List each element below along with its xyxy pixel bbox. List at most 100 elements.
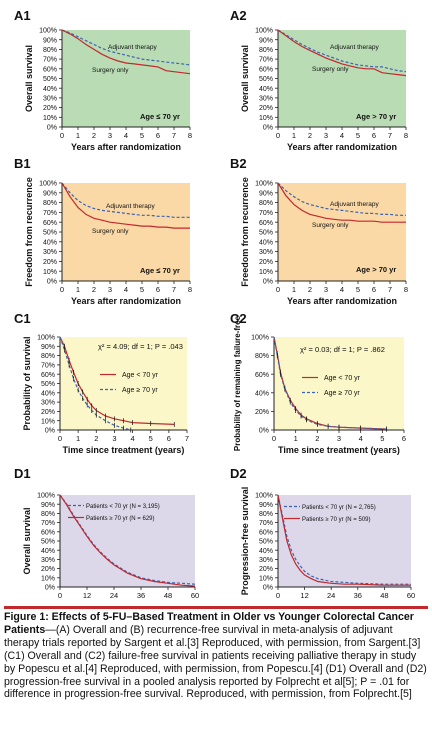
legend-label: Patients < 70 yr (N = 3,195) (86, 504, 160, 510)
y-axis-label: Freedom from recurrence (240, 177, 250, 287)
y-tick-label: 100% (39, 28, 57, 35)
x-tick-label: 6 (156, 131, 160, 140)
chart-panel-d2: D2 0% 10% 20% 30% 40% 50% 60% 70% 80% 90% 100% 0 12 24… (216, 460, 432, 612)
chart-panel-b2: B2 0% 10% 20% 30% 40% 50% 60% 70% 80% 90% 100% 0 1 2 3 4… (216, 150, 432, 306)
y-tick-label: 80% (259, 511, 273, 518)
x-tick-label: 7 (172, 131, 176, 140)
plot-background (278, 495, 411, 587)
series-label: Adjuvant therapy (106, 203, 156, 210)
x-tick-label: 2 (94, 434, 98, 443)
chart-svg: B2 0% 10% 20% 30% 40% 50% 60% 70% 80% 90% 100% 0 1 2 3 4… (230, 156, 408, 306)
panel-label: D1 (14, 466, 31, 481)
annotation: Age > 70 yr (356, 112, 396, 121)
y-tick-label: 50% (43, 230, 57, 237)
y-tick-label: 30% (43, 96, 57, 103)
y-tick-label: 90% (259, 190, 273, 197)
y-tick-label: 50% (259, 76, 273, 83)
x-tick-label: 3 (324, 131, 328, 140)
x-tick-label: 24 (110, 591, 118, 600)
y-tick-label: 40% (43, 239, 57, 246)
y-tick-label: 30% (259, 96, 273, 103)
y-tick-label: 100% (255, 28, 273, 35)
chart-svg: C1 0% 10% 20% 30% 40% 50% 60% 70% 80% 90% 100% 0 1 2 3 4… (14, 311, 189, 455)
x-tick-label: 3 (337, 434, 341, 443)
y-tick-label: 10% (41, 575, 55, 582)
y-axis-label: Overall survival (22, 507, 32, 574)
y-tick-label: 0% (45, 428, 55, 435)
y-tick-label: 70% (259, 210, 273, 217)
y-tick-label: 90% (43, 190, 57, 197)
x-tick-label: 0 (272, 434, 276, 443)
x-tick-label: 6 (402, 434, 406, 443)
legend-label: Age < 70 yr (324, 375, 361, 382)
x-tick-label: 3 (324, 285, 328, 294)
y-tick-label: 60% (41, 529, 55, 536)
x-tick-label: 60 (191, 591, 199, 600)
series-line-2 (61, 182, 190, 229)
y-tick-label: 40% (41, 548, 55, 555)
x-tick-label: 12 (300, 591, 308, 600)
series-line-2 (277, 182, 406, 223)
series-label: Adjuvant therapy (108, 44, 158, 51)
y-tick-label: 60% (43, 66, 57, 73)
y-tick-label: 0% (47, 125, 57, 132)
y-tick-label: 100% (37, 335, 55, 342)
x-tick-label: 7 (172, 285, 176, 294)
x-tick-label: 1 (294, 434, 298, 443)
y-tick-label: 0% (45, 585, 55, 592)
series-line-2 (59, 494, 196, 587)
x-tick-label: 2 (308, 131, 312, 140)
y-tick-label: 90% (259, 502, 273, 509)
y-tick-label: 40% (43, 86, 57, 93)
plot-background (60, 495, 195, 587)
x-tick-label: 48 (380, 591, 388, 600)
x-axis-label: Years after randomization (71, 296, 181, 305)
y-tick-label: 20% (259, 259, 273, 266)
x-tick-label: 8 (404, 285, 408, 294)
series-line-1 (59, 494, 196, 585)
y-tick-label: 100% (37, 493, 55, 500)
x-tick-label: 1 (292, 131, 296, 140)
chart-panel-c2: C2 0% 20% 40% 60% 80% 100% 0 1 2 3 4 5 6 Time since tr… (216, 305, 432, 460)
y-tick-label: 60% (259, 529, 273, 536)
y-tick-label: 20% (41, 566, 55, 573)
x-tick-label: 4 (340, 285, 344, 294)
x-tick-label: 2 (308, 285, 312, 294)
series-line-1 (277, 29, 407, 73)
x-tick-label: 3 (108, 131, 112, 140)
x-axis-label: Months (112, 602, 144, 603)
x-tick-label: 36 (354, 591, 362, 600)
y-tick-label: 50% (41, 381, 55, 388)
x-tick-label: 7 (388, 131, 392, 140)
plot-background (60, 337, 187, 430)
legend-label: Age ≥ 70 yr (122, 387, 158, 394)
x-tick-label: 0 (58, 591, 62, 600)
x-tick-label: 24 (327, 591, 335, 600)
chart-panel-a2: A2 0% 10% 20% 30% 40% 50% 60% 70% 80% 90% 100% 0 1 2 3 4… (216, 2, 432, 152)
x-axis-label: Months (329, 602, 361, 603)
y-tick-label: 40% (255, 390, 269, 397)
y-tick-label: 80% (255, 353, 269, 360)
x-tick-label: 12 (83, 591, 91, 600)
series-label: Surgery only (312, 222, 349, 229)
legend-label: Patients ≥ 70 yr (N = 509) (302, 517, 371, 523)
chart-panel-d1: D1 0% 10% 20% 30% 40% 50% 60% 70% 80% 90% 100% 0 12 24… (0, 460, 215, 612)
x-tick-label: 48 (164, 591, 172, 600)
x-tick-label: 8 (188, 131, 192, 140)
y-tick-label: 60% (41, 372, 55, 379)
y-tick-label: 10% (259, 575, 273, 582)
y-tick-label: 100% (39, 181, 57, 188)
y-tick-label: 20% (43, 105, 57, 112)
y-axis-label: Progression-free survival (240, 487, 250, 596)
x-tick-label: 2 (92, 285, 96, 294)
y-tick-label: 60% (43, 220, 57, 227)
figure-caption: Figure 1: Effects of 5-FU–Based Treatmen… (4, 606, 428, 746)
y-tick-label: 80% (259, 47, 273, 54)
x-tick-label: 6 (372, 285, 376, 294)
x-tick-label: 2 (315, 434, 319, 443)
chart-svg: D1 0% 10% 20% 30% 40% 50% 60% 70% 80% 90% 100% 0 12 24… (14, 466, 199, 612)
y-tick-label: 10% (259, 115, 273, 122)
y-tick-label: 40% (259, 86, 273, 93)
y-tick-label: 80% (41, 353, 55, 360)
y-tick-label: 30% (41, 557, 55, 564)
